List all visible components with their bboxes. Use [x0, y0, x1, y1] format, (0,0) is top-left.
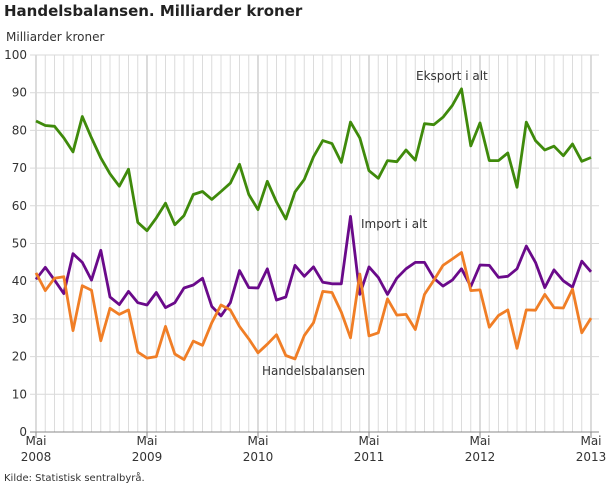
- y-tick-label: 90: [12, 86, 27, 100]
- y-tick-label: 100: [4, 48, 27, 62]
- y-tick-label: 10: [12, 387, 27, 401]
- chart-title: Handelsbalansen. Milliarder kroner: [4, 2, 303, 20]
- y-tick-label: 30: [12, 312, 27, 326]
- series-label: Import i alt: [361, 217, 427, 231]
- x-tick-month: Mai: [469, 434, 490, 448]
- x-tick-year: 2008: [21, 450, 52, 464]
- x-tick-year: 2011: [354, 450, 385, 464]
- x-tick-year: 2013: [576, 450, 607, 464]
- x-tick-year: 2010: [243, 450, 274, 464]
- x-tick-month: Mai: [25, 434, 46, 448]
- y-axis-label: Milliarder kroner: [6, 30, 105, 44]
- source-note: Kilde: Statistisk sentralbyrå.: [4, 473, 145, 484]
- y-tick-label: 70: [12, 161, 27, 175]
- x-tick-year: 2012: [465, 450, 496, 464]
- x-tick-month: Mai: [580, 434, 601, 448]
- y-tick-label: 40: [12, 274, 27, 288]
- x-tick-month: Mai: [358, 434, 379, 448]
- y-tick-label: 20: [12, 350, 27, 364]
- series-line-0: [35, 87, 592, 233]
- series-line-2: [34, 251, 593, 362]
- y-tick-label: 60: [12, 199, 27, 213]
- y-tick-label: 50: [12, 237, 27, 251]
- y-tick-label: 80: [12, 123, 27, 137]
- x-tick-month: Mai: [247, 434, 268, 448]
- series-label: Handelsbalansen: [262, 364, 365, 378]
- y-tick-label: 0: [19, 425, 27, 439]
- series-label: Eksport i alt: [416, 69, 488, 83]
- x-tick-year: 2009: [132, 450, 163, 464]
- x-tick-month: Mai: [136, 434, 157, 448]
- series-line-1: [34, 214, 593, 318]
